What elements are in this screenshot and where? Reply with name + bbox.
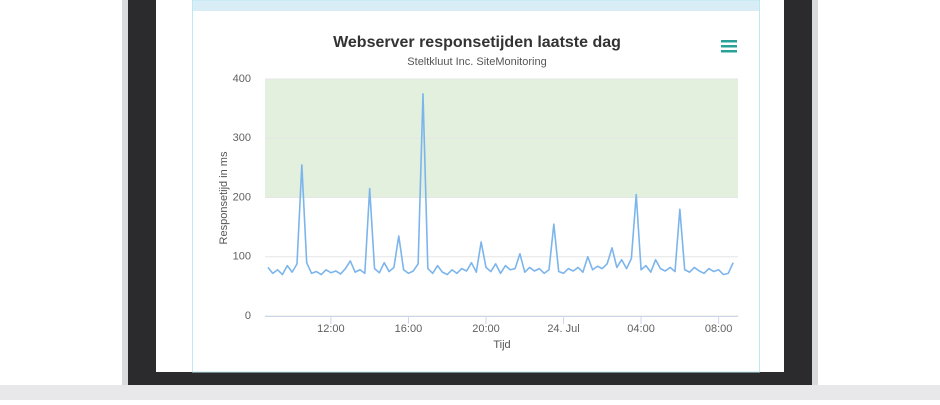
data-line <box>267 93 734 276</box>
x-tick-label: 24. Jul <box>547 323 579 335</box>
menu-icon[interactable] <box>721 40 737 53</box>
x-tick-label: 16:00 <box>395 323 423 335</box>
chart-subtitle: Steltkluut Inc. SiteMonitoring <box>407 56 546 68</box>
y-tick-label: 0 <box>245 310 251 322</box>
menu-bar <box>721 45 737 48</box>
laptop-base <box>0 385 940 400</box>
x-tick-label: 04:00 <box>627 323 655 335</box>
x-tick-label: 08:00 <box>705 323 733 335</box>
menu-bar <box>721 40 737 43</box>
plot-area: 0 100 200 300 400 12:00 16:00 20:00 24. Jul 04:00… <box>233 73 738 335</box>
y-tick-label: 400 <box>233 73 251 85</box>
y-tick-label: 300 <box>233 132 251 144</box>
panel-header <box>192 0 760 11</box>
panel-border <box>192 0 760 373</box>
menu-bar <box>721 50 737 53</box>
y-tick-label: 100 <box>233 251 251 263</box>
x-tick-label: 20:00 <box>472 323 500 335</box>
y-tick-label: 200 <box>233 191 251 203</box>
chart-title: Webserver responsetijden laatste dag <box>333 34 621 51</box>
y-axis-title: Responsetijd in ms <box>218 151 230 244</box>
x-tick-label: 12:00 <box>317 323 345 335</box>
x-axis-title: Tijd <box>493 339 510 351</box>
